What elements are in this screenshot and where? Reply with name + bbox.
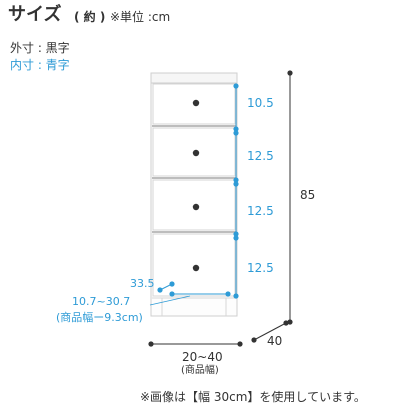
width-note: (商品幅) <box>181 365 219 376</box>
inner-width-depth-lines <box>149 281 231 306</box>
depth-label: 40 <box>267 334 283 348</box>
legend-outer: 外寸 : 黒字 <box>10 41 70 55</box>
drawer-height-3: 12.5 <box>247 204 274 218</box>
approx-label: ( 約 ) <box>74 10 106 24</box>
drawers <box>152 83 236 297</box>
knob-1 <box>192 99 200 107</box>
inner-width-note: (商品幅ー9.3cm) <box>56 311 143 324</box>
drawer-height-lines <box>233 83 239 299</box>
image-note: ※画像は【幅 30cm】を使用しています。 <box>140 390 366 404</box>
inner-depth-label: 33.5 <box>130 277 155 290</box>
page-title: サイズ <box>8 4 62 25</box>
cabinet-top <box>150 72 238 84</box>
knob-2 <box>192 149 200 157</box>
drawer-height-4: 12.5 <box>247 261 274 275</box>
total-height-label: 85 <box>300 188 316 202</box>
inner-width-label: 10.7~30.7 <box>72 295 131 308</box>
drawer-height-2: 12.5 <box>247 149 274 163</box>
unit-note: ※単位 :cm <box>110 10 171 24</box>
drawer-1 <box>152 83 236 125</box>
knob-4 <box>192 264 200 272</box>
legend-inner: 内寸 : 青字 <box>10 58 70 72</box>
depth-dimension-line <box>251 320 289 343</box>
drawer-height-1: 10.5 <box>247 96 274 110</box>
width-label: 20~40 <box>182 350 223 364</box>
knobs <box>192 99 200 272</box>
width-dimension-line <box>148 341 243 347</box>
drawer-4 <box>152 233 236 297</box>
height-dimension-line <box>287 70 293 325</box>
knob-3 <box>192 203 200 211</box>
